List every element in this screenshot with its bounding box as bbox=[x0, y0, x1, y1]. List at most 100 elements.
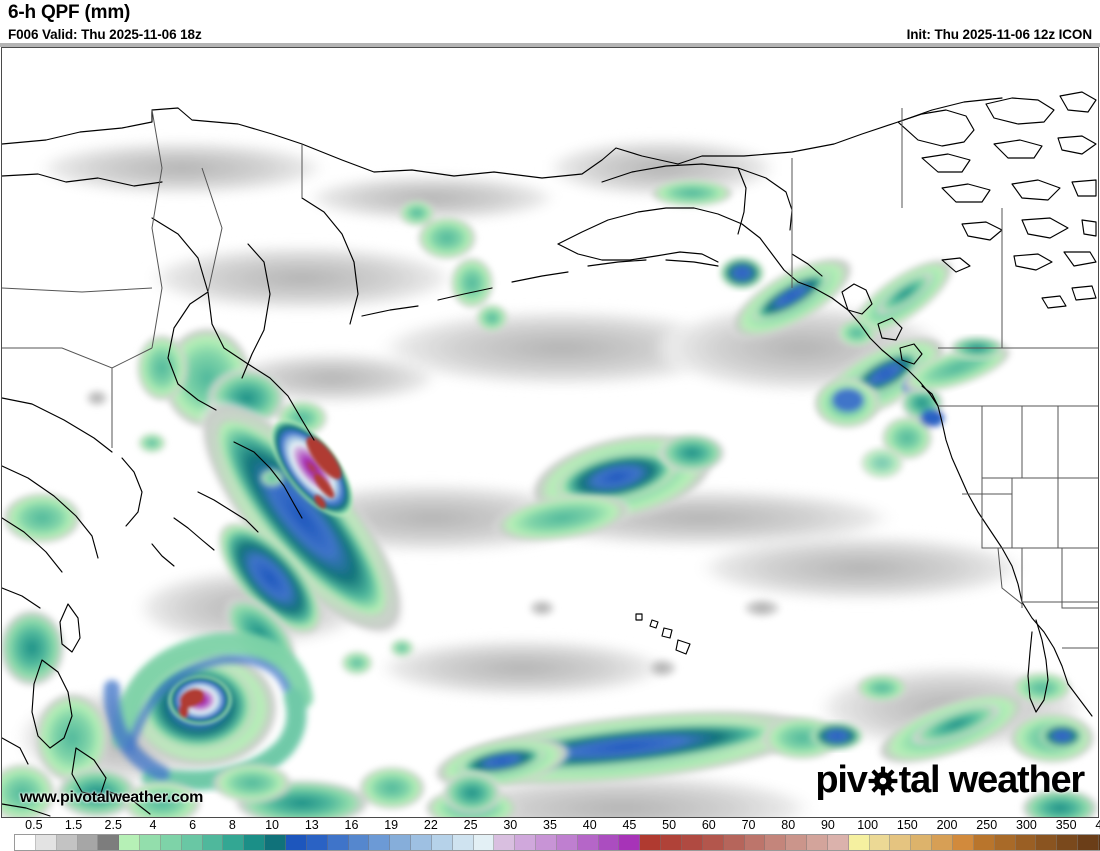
colorbar-swatch[interactable] bbox=[15, 835, 36, 850]
colorbar-swatch[interactable] bbox=[265, 835, 286, 850]
colorbar-swatch[interactable] bbox=[431, 835, 453, 850]
feature-subtropical-band-southeast bbox=[856, 672, 1098, 817]
colorbar-swatch[interactable] bbox=[786, 835, 808, 850]
precipitation-map[interactable] bbox=[2, 48, 1098, 817]
colorbar-tick-label: 35 bbox=[543, 818, 557, 832]
colorbar-swatch[interactable] bbox=[452, 835, 474, 850]
colorbar-swatch[interactable] bbox=[619, 835, 641, 850]
colorbar-tick-label: 350 bbox=[1055, 818, 1077, 832]
colorbar-swatch[interactable] bbox=[390, 835, 412, 850]
gear-icon bbox=[868, 765, 898, 796]
colorbar-swatch[interactable] bbox=[348, 835, 370, 850]
brand-logo: piv bbox=[815, 759, 1086, 801]
colorbar-swatch[interactable] bbox=[661, 835, 682, 850]
colorbar-swatch[interactable] bbox=[140, 835, 161, 850]
colorbar-tick-label: 13 bbox=[304, 818, 319, 832]
colorbar-tick-label: 19 bbox=[384, 818, 399, 832]
feature-pacific-northwest-coastal bbox=[813, 335, 1013, 479]
colorbar-tick-label: 2.5 bbox=[104, 818, 122, 832]
colorbar-swatch[interactable] bbox=[1015, 835, 1037, 850]
colorbar-swatch[interactable] bbox=[77, 835, 99, 850]
feature-gulf-of-alaska-panhandle bbox=[720, 256, 955, 347]
colorbar-tick-label: 4 bbox=[149, 818, 157, 832]
colorbar[interactable]: 0.5 1.5 2.5 4 6 8 10 13 16 19 22 25 30 35 40 45 50 60 70 80… bbox=[0, 818, 1100, 851]
colorbar-tick-label: 45 bbox=[622, 818, 637, 832]
colorbar-swatch[interactable] bbox=[765, 835, 787, 850]
colorbar-swatch[interactable] bbox=[1057, 835, 1079, 850]
colorbar-tick-label: 90 bbox=[820, 818, 835, 832]
feature-kamchatka-sea-of-okhotsk bbox=[136, 179, 734, 436]
colorbar-tick-label: 1.5 bbox=[64, 818, 83, 832]
colorbar-swatch[interactable] bbox=[119, 835, 141, 850]
colorbar-tick-label: 150 bbox=[896, 818, 918, 832]
colorbar-swatch[interactable] bbox=[160, 835, 182, 850]
colorbar-swatch[interactable] bbox=[869, 835, 891, 850]
header: 6-h QPF (mm) F006 Valid: Thu 2025-11-06 … bbox=[0, 0, 1100, 47]
valid-time-label: F006 Valid: Thu 2025-11-06 18z bbox=[8, 27, 202, 42]
colorbar-swatch[interactable] bbox=[723, 835, 745, 850]
colorbar-swatch[interactable] bbox=[223, 835, 245, 850]
map-panel[interactable]: www.pivotalweather.com piv bbox=[1, 47, 1099, 818]
brand-text-left: piv bbox=[815, 759, 868, 801]
colorbar-swatch[interactable] bbox=[556, 835, 578, 850]
header-divider bbox=[0, 43, 1100, 47]
feature-north-pacific-band bbox=[492, 432, 726, 542]
colorbar-swatch[interactable] bbox=[682, 835, 703, 850]
colorbar-swatches[interactable] bbox=[14, 834, 1100, 851]
colorbar-tick-label: 16 bbox=[344, 818, 359, 832]
colorbar-swatch[interactable] bbox=[1078, 835, 1099, 850]
colorbar-swatch[interactable] bbox=[536, 835, 557, 850]
colorbar-tick-label: 25 bbox=[463, 818, 478, 832]
colorbar-tick-labels: 0.5 1.5 2.5 4 6 8 10 13 16 19 22 25 30 35 40 45 50 60 70 80… bbox=[0, 818, 1100, 833]
colorbar-tick-label: 50 bbox=[662, 818, 677, 832]
colorbar-swatch[interactable] bbox=[598, 835, 620, 850]
colorbar-tick-label: 250 bbox=[976, 818, 998, 832]
colorbar-tick-label: 200 bbox=[936, 818, 958, 832]
brand-text-right: tal weather bbox=[898, 759, 1086, 801]
feature-tropical-cyclone-philippine-sea bbox=[103, 632, 313, 791]
colorbar-tick-label: 80 bbox=[781, 818, 796, 832]
colorbar-swatch[interactable] bbox=[244, 835, 266, 850]
colorbar-tick-label: 6 bbox=[189, 818, 197, 832]
colorbar-swatch[interactable] bbox=[807, 835, 828, 850]
colorbar-swatch[interactable] bbox=[973, 835, 995, 850]
colorbar-swatch[interactable] bbox=[827, 835, 849, 850]
precipitation-field bbox=[2, 138, 1098, 817]
colorbar-swatch[interactable] bbox=[306, 835, 328, 850]
colorbar-swatch[interactable] bbox=[640, 835, 662, 850]
colorbar-tick-label: 40 bbox=[582, 818, 597, 832]
colorbar-tick-label: 0.5 bbox=[25, 818, 43, 832]
colorbar-swatch[interactable] bbox=[56, 835, 78, 850]
colorbar-swatch[interactable] bbox=[285, 835, 307, 850]
colorbar-tick-label: 30 bbox=[503, 818, 518, 832]
colorbar-swatch[interactable] bbox=[702, 835, 724, 850]
colorbar-swatch[interactable] bbox=[994, 835, 1016, 850]
page-title: 6-h QPF (mm) bbox=[8, 2, 131, 23]
colorbar-swatch[interactable] bbox=[890, 835, 912, 850]
colorbar-swatch[interactable] bbox=[473, 835, 495, 850]
colorbar-tick-label: 60 bbox=[701, 818, 716, 832]
colorbar-swatch[interactable] bbox=[515, 835, 537, 850]
colorbar-tick-label: 300 bbox=[1016, 818, 1037, 832]
colorbar-swatch[interactable] bbox=[848, 835, 870, 850]
colorbar-swatch[interactable] bbox=[369, 835, 391, 850]
colorbar-swatch[interactable] bbox=[494, 835, 516, 850]
colorbar-swatch[interactable] bbox=[98, 835, 120, 850]
feature-itcz-band-central-pacific bbox=[432, 708, 863, 815]
colorbar-tick-label: 400 bbox=[1095, 818, 1100, 832]
colorbar-swatch[interactable] bbox=[35, 835, 57, 850]
colorbar-tick-label: 22 bbox=[423, 818, 438, 832]
init-time-label: Init: Thu 2025-11-06 12z ICON bbox=[906, 27, 1093, 42]
colorbar-swatch[interactable] bbox=[932, 835, 953, 850]
colorbar-swatch[interactable] bbox=[1098, 835, 1100, 850]
colorbar-swatch[interactable] bbox=[911, 835, 933, 850]
colorbar-swatch[interactable] bbox=[952, 835, 974, 850]
colorbar-swatch[interactable] bbox=[577, 835, 599, 850]
colorbar-swatch[interactable] bbox=[327, 835, 349, 850]
colorbar-swatch[interactable] bbox=[181, 835, 203, 850]
colorbar-swatch[interactable] bbox=[411, 835, 432, 850]
colorbar-swatch[interactable] bbox=[1036, 835, 1058, 850]
colorbar-swatch[interactable] bbox=[202, 835, 224, 850]
colorbar-swatch[interactable] bbox=[744, 835, 766, 850]
